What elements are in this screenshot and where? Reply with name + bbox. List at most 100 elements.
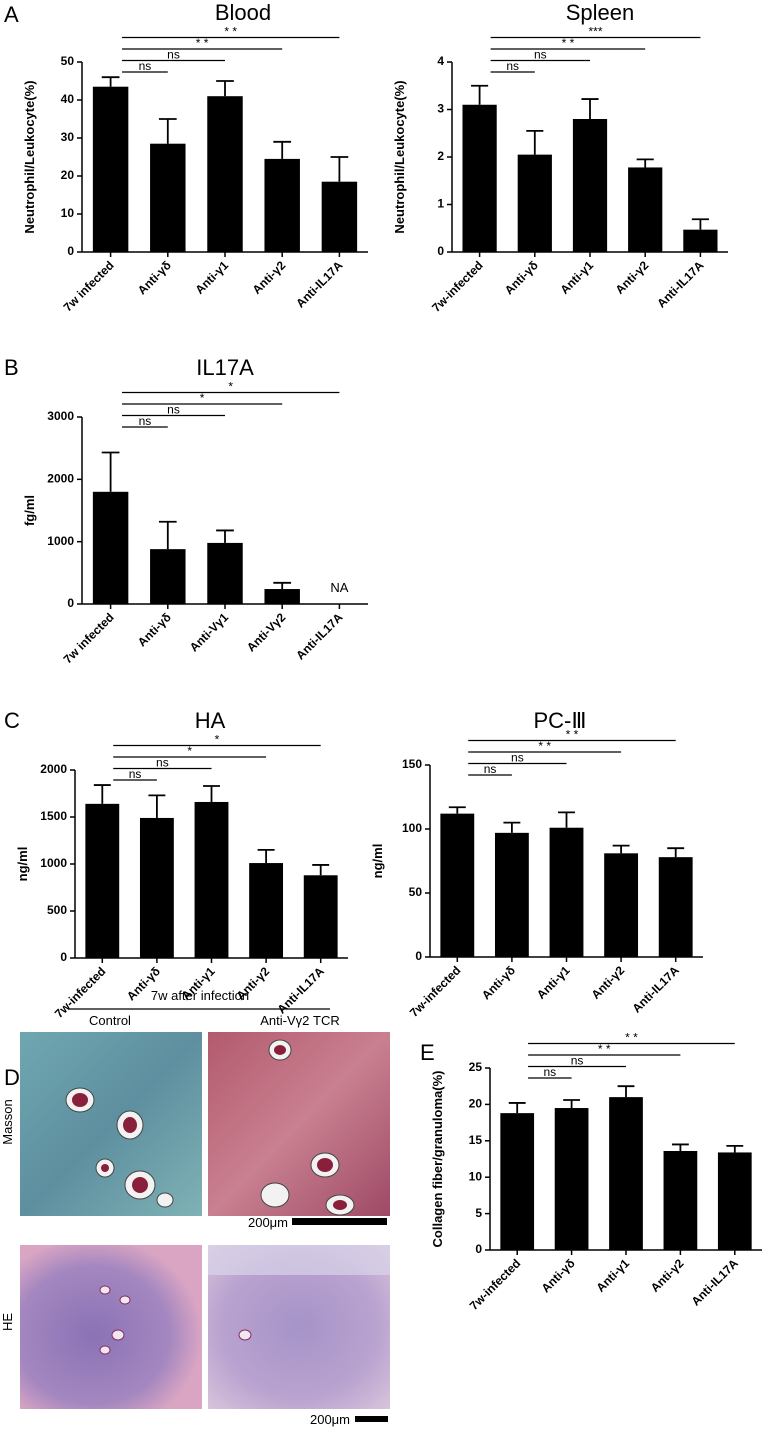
column-label: Anti-Vγ2 TCR xyxy=(260,1013,339,1028)
error-bar xyxy=(257,849,275,864)
bar xyxy=(207,542,243,604)
x-tick-label: Anti-IL17A xyxy=(689,1256,742,1309)
scale-bar-label: 200μm xyxy=(248,1215,288,1230)
x-tick-label: Anti-γ2 xyxy=(250,258,289,297)
bar xyxy=(194,801,229,958)
y-tick-label: 20 xyxy=(61,168,75,182)
bar xyxy=(207,96,243,252)
chart-title: HA xyxy=(195,708,226,733)
x-tick-label: Anti-γδ xyxy=(479,963,518,1002)
chart-title: Spleen xyxy=(566,0,635,25)
significance-label: ns xyxy=(484,762,497,776)
error-bar xyxy=(158,520,177,550)
significance-label: * * xyxy=(196,36,209,50)
row-label: HE xyxy=(0,1313,15,1331)
scale-bar xyxy=(355,1416,388,1422)
y-tick-label: 0 xyxy=(475,1242,482,1256)
error-bar xyxy=(558,811,575,828)
y-tick-label: 25 xyxy=(469,1060,483,1074)
x-tick-label: Anti-γδ xyxy=(135,258,174,297)
bar xyxy=(92,86,129,252)
bar xyxy=(303,875,338,958)
panel-label: D xyxy=(4,1065,20,1090)
error-bar xyxy=(471,84,489,105)
x-tick-label: Anti-IL17A xyxy=(629,963,682,1016)
x-tick-label: Anti-IL17A xyxy=(654,258,707,311)
error-bar xyxy=(273,581,292,590)
error-bar xyxy=(563,1099,581,1109)
x-tick-label: Anti-γ2 xyxy=(589,963,628,1002)
column-label: Control xyxy=(89,1013,131,1028)
y-tick-label: 5 xyxy=(475,1206,482,1220)
significance-label: * * xyxy=(598,1042,611,1056)
scale-bar xyxy=(292,1218,387,1225)
bar xyxy=(604,853,639,957)
bar xyxy=(554,1108,589,1250)
error-bar xyxy=(273,140,292,159)
y-tick-label: 15 xyxy=(469,1133,483,1147)
histology-header: 7w after infection xyxy=(151,988,249,1003)
significance-label: ns xyxy=(167,403,180,417)
x-tick-label: Anti-γ1 xyxy=(534,963,573,1002)
bar xyxy=(717,1152,752,1250)
significance-label: ns xyxy=(506,59,519,73)
x-tick-label: Anti-Vγ2 xyxy=(244,610,289,655)
error-bar xyxy=(691,218,709,230)
bar xyxy=(517,154,552,252)
x-tick-label: Anti-Vγ1 xyxy=(187,610,232,655)
significance-label: ns xyxy=(534,48,547,62)
y-tick-label: 0 xyxy=(437,244,444,258)
y-tick-label: 50 xyxy=(409,885,423,899)
bar xyxy=(628,167,663,252)
error-bar xyxy=(726,1144,744,1153)
bar xyxy=(494,832,529,957)
y-tick-label: 1000 xyxy=(40,856,67,870)
x-tick-label: Anti-γδ xyxy=(502,258,541,297)
significance-label: * xyxy=(215,733,220,747)
bar xyxy=(440,813,475,957)
y-tick-label: 50 xyxy=(61,54,75,68)
error-bar xyxy=(101,451,120,492)
bar xyxy=(609,1097,643,1250)
error-bar xyxy=(636,158,654,168)
significance-label: ns xyxy=(129,767,142,781)
error-bar xyxy=(330,156,349,182)
x-tick-label: Anti-γ1 xyxy=(593,1256,632,1295)
error-bar xyxy=(526,129,544,155)
x-tick-label: 7w-infected xyxy=(429,258,486,315)
y-axis-label: ng/ml xyxy=(15,847,30,882)
significance-label: ns xyxy=(156,756,169,770)
y-axis-label: Neutrophil/Leukocyte(%) xyxy=(392,80,407,233)
error-bar xyxy=(158,118,177,144)
y-axis-label: Collagen fiber/granuloma(%) xyxy=(430,1071,445,1248)
y-tick-label: 500 xyxy=(47,903,67,917)
bar xyxy=(150,143,186,252)
error-bar xyxy=(148,794,166,818)
bar xyxy=(249,863,284,958)
y-tick-label: 0 xyxy=(60,950,67,964)
error-bar xyxy=(503,821,521,833)
y-tick-label: 2000 xyxy=(47,472,74,486)
y-tick-label: 150 xyxy=(402,757,422,771)
y-tick-label: 30 xyxy=(61,130,75,144)
y-tick-label: 4 xyxy=(437,54,444,68)
y-tick-label: 10 xyxy=(61,206,75,220)
x-tick-label: Anti-γδ xyxy=(539,1256,578,1295)
bar xyxy=(85,803,120,958)
y-tick-label: 40 xyxy=(61,92,75,106)
chart-title: PC-Ⅲ xyxy=(533,708,586,733)
bar xyxy=(150,549,186,604)
significance-label: * xyxy=(187,744,192,758)
significance-label: * * xyxy=(224,25,237,39)
x-tick-label: Anti-γ1 xyxy=(557,258,596,297)
bar xyxy=(658,857,693,957)
error-bar xyxy=(312,864,330,876)
he-treated-image xyxy=(208,1245,390,1409)
x-tick-label: Anti-γ2 xyxy=(648,1256,687,1295)
error-bar xyxy=(612,844,630,854)
significance-label: * xyxy=(200,391,205,405)
y-tick-label: 1500 xyxy=(40,809,67,823)
significance-label: * * xyxy=(625,1031,638,1045)
error-bar xyxy=(216,529,234,543)
x-tick-label: 7w infected xyxy=(61,258,117,314)
